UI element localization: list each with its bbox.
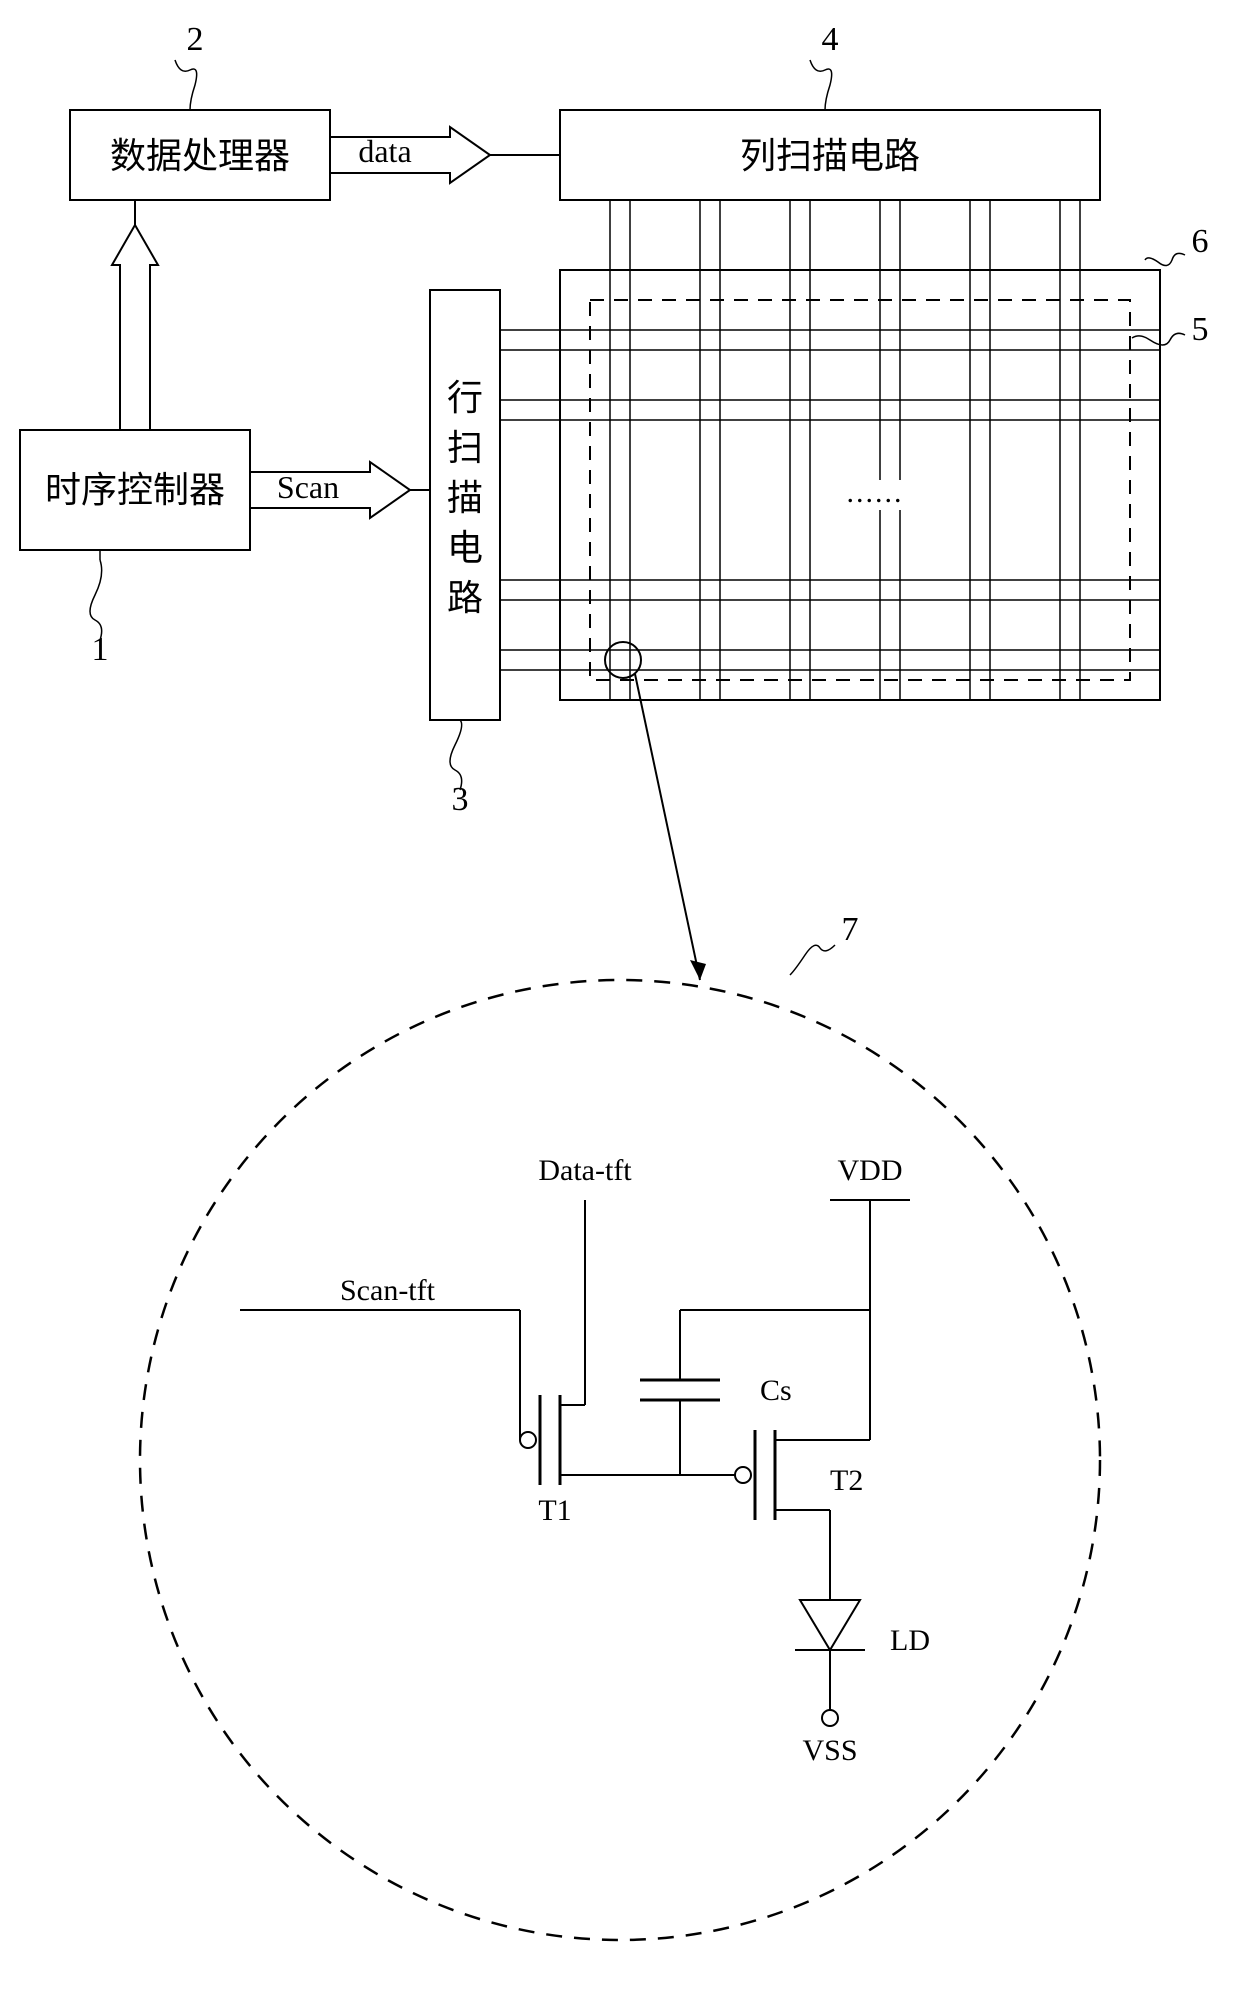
panel-ellipsis: ...... (847, 476, 904, 509)
squiggle-3 (450, 720, 462, 790)
column-lines (610, 200, 1080, 700)
data-tft-label: Data-tft (538, 1154, 632, 1187)
data-processor-label: 数据处理器 (110, 136, 290, 176)
scan-arrow-label: Scan (277, 469, 339, 505)
callout-arrowhead (690, 960, 706, 980)
detail-circle (140, 980, 1100, 1940)
squiggle-2 (175, 60, 197, 110)
cs-label: Cs (760, 1374, 792, 1407)
row-scan-v3: 电 (447, 528, 483, 568)
ref-num-4: 4 (822, 21, 839, 58)
timing-controller-label: 时序控制器 (45, 470, 225, 510)
data-arrow-label: data (358, 133, 411, 169)
row-scan-v2: 描 (447, 478, 483, 518)
t1-label: T1 (538, 1494, 571, 1527)
scan-tft-label: Scan-tft (340, 1274, 436, 1307)
t2-label: T2 (830, 1464, 863, 1497)
ref-num-6: 6 (1192, 223, 1209, 260)
led-triangle (800, 1600, 860, 1650)
ref-num-7: 7 (842, 911, 859, 948)
t1-gate-bubble (520, 1432, 536, 1448)
vss-terminal (822, 1710, 838, 1726)
row-scan-v1: 扫 (447, 428, 483, 468)
vdd-label: VDD (838, 1154, 903, 1187)
squiggle-4 (810, 60, 832, 110)
ref-num-5: 5 (1192, 311, 1209, 348)
circuit-diagram: 数据处理器 2 列扫描电路 4 data 时序控制器 1 Scan 行 扫 描 … (0, 0, 1240, 1990)
t2-gate-bubble (735, 1467, 751, 1483)
squiggle-5 (1132, 333, 1185, 345)
col-scan-label: 列扫描电路 (740, 136, 920, 176)
vss-label: VSS (802, 1734, 857, 1767)
squiggle-6 (1145, 253, 1185, 265)
squiggle-1 (90, 560, 102, 640)
up-arrow (112, 225, 158, 430)
callout-line (635, 674, 700, 980)
ref-num-1: 1 (92, 631, 109, 668)
ref-num-3: 3 (452, 781, 469, 818)
row-scan-v4: 路 (447, 578, 483, 618)
squiggle-7 (790, 945, 835, 975)
ld-label: LD (890, 1624, 930, 1657)
ref-num-2: 2 (187, 21, 204, 58)
row-scan-v0: 行 (447, 378, 483, 418)
